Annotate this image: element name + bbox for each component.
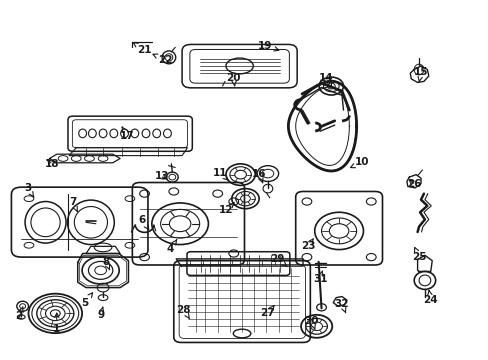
Text: 8: 8 xyxy=(102,257,109,270)
Text: 21: 21 xyxy=(133,42,151,55)
Text: 29: 29 xyxy=(270,254,286,267)
Text: 12: 12 xyxy=(218,203,234,216)
Text: 14: 14 xyxy=(319,73,333,87)
Text: 19: 19 xyxy=(257,41,278,51)
Text: 26: 26 xyxy=(406,179,421,189)
Text: 6: 6 xyxy=(138,215,148,229)
Text: 4: 4 xyxy=(166,240,176,254)
Text: 25: 25 xyxy=(411,247,426,262)
Text: 7: 7 xyxy=(69,197,77,211)
Text: 3: 3 xyxy=(24,183,34,197)
Text: 9: 9 xyxy=(97,307,104,320)
Text: 16: 16 xyxy=(251,168,266,183)
Text: 31: 31 xyxy=(312,271,326,284)
Text: 24: 24 xyxy=(423,291,437,305)
Text: 20: 20 xyxy=(226,73,241,86)
Text: 5: 5 xyxy=(81,293,92,308)
Text: 22: 22 xyxy=(153,54,172,65)
Text: 10: 10 xyxy=(350,157,369,168)
Text: 2: 2 xyxy=(16,307,23,321)
Text: 27: 27 xyxy=(260,305,275,318)
Text: 18: 18 xyxy=(44,159,59,169)
Text: 32: 32 xyxy=(334,299,348,313)
Text: 28: 28 xyxy=(176,305,190,319)
Text: 13: 13 xyxy=(154,171,168,181)
Text: 17: 17 xyxy=(120,127,135,141)
Text: 11: 11 xyxy=(212,168,228,181)
Text: 15: 15 xyxy=(413,67,427,82)
Text: 1: 1 xyxy=(53,313,61,334)
Text: 30: 30 xyxy=(304,316,318,330)
Text: 23: 23 xyxy=(300,239,314,251)
